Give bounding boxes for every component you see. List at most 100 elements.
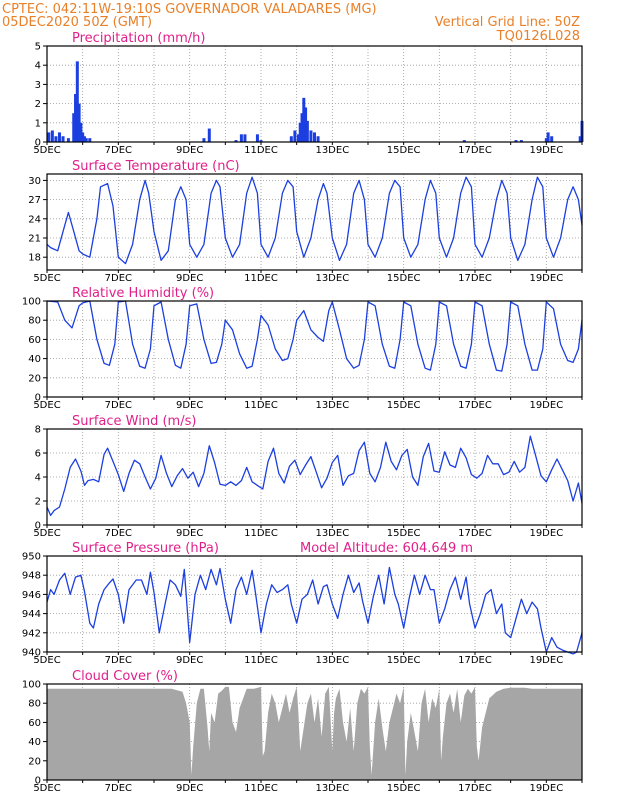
precip-bar — [550, 136, 554, 142]
panel-3: 0 20 40 60 80 100 5DEC 7DEC 9DEC 11DEC 13DEC 15DEC 1… — [22, 286, 583, 411]
y-tick-label: 0 — [35, 521, 41, 532]
precip-bar — [74, 94, 78, 142]
x-day-label: 15DEC — [387, 783, 421, 794]
header-run-date: 05DEC2020 50Z (GMT) — [2, 15, 152, 30]
panel-frame — [46, 555, 583, 653]
precip-bar — [84, 138, 88, 142]
x-day-label: 11DEC — [244, 528, 278, 539]
x-day-label: 5DEC — [33, 783, 60, 794]
precip-bar — [305, 120, 309, 142]
x-day-label: 17DEC — [458, 273, 492, 284]
meteogram-panels: 0 1 2 3 4 5 5DEC 7DEC 9DEC 11DEC 13DEC 15DEC 17DEC 19… — [22, 31, 584, 794]
x-day-label: 11DEC — [244, 783, 278, 794]
panel-title: Relative Humidity (%) — [72, 286, 214, 301]
x-day-label: 7DEC — [105, 783, 132, 794]
precip-bar — [243, 134, 247, 142]
x-day-label: 13DEC — [315, 783, 349, 794]
y-tick-label: 948 — [22, 571, 41, 582]
y-tick-label: 60 — [28, 335, 41, 346]
x-day-label: 17DEC — [458, 783, 492, 794]
x-day-label: 9DEC — [176, 145, 203, 156]
y-tick-label: 2 — [35, 99, 41, 110]
x-day-label: 13DEC — [315, 655, 349, 666]
x-day-label: 9DEC — [176, 400, 203, 411]
x-day-label: 7DEC — [105, 400, 132, 411]
panel-title: Surface Wind (m/s) — [72, 414, 196, 429]
x-day-label: 19DEC — [529, 528, 563, 539]
x-day-label: 17DEC — [458, 655, 492, 666]
series-line — [46, 176, 583, 265]
x-day-label: 7DEC — [105, 528, 132, 539]
x-day-label: 5DEC — [33, 528, 60, 539]
series-line — [46, 300, 583, 372]
y-tick-label: 6 — [35, 449, 41, 460]
x-day-label: 19DEC — [529, 400, 563, 411]
x-day-label: 5DEC — [33, 273, 60, 284]
x-day-label: 15DEC — [387, 145, 421, 156]
precip-bar — [79, 122, 83, 142]
precip-bar — [75, 61, 79, 142]
panel-1: 0 1 2 3 4 5 5DEC 7DEC 9DEC 11DEC 13DEC 15DEC 17DEC 19… — [33, 31, 584, 156]
y-tick-label: 100 — [22, 297, 41, 308]
y-tick-label: 21 — [28, 234, 41, 245]
precip-bar — [300, 113, 304, 142]
x-day-label: 17DEC — [458, 145, 492, 156]
x-day-label: 9DEC — [176, 783, 203, 794]
y-tick-label: 80 — [28, 316, 41, 327]
precip-bar — [289, 136, 293, 142]
y-tick-label: 30 — [28, 176, 41, 187]
panel-title: Precipitation (mm/h) — [72, 31, 205, 46]
x-day-label: 17DEC — [458, 400, 492, 411]
precip-bar — [202, 138, 206, 142]
y-tick-label: 60 — [28, 718, 41, 729]
precip-bar — [81, 132, 85, 142]
precip-bar — [296, 134, 300, 142]
y-tick-label: 0 — [35, 393, 41, 404]
x-day-label: 7DEC — [105, 273, 132, 284]
precip-bar — [298, 122, 302, 142]
y-tick-label: 5 — [35, 42, 41, 53]
precip-bar — [88, 138, 92, 142]
x-day-label: 15DEC — [387, 655, 421, 666]
precip-bar — [239, 134, 243, 142]
precip-bar — [519, 140, 523, 142]
y-tick-label: 946 — [22, 590, 41, 601]
x-day-label: 9DEC — [176, 273, 203, 284]
precip-bar — [259, 140, 263, 142]
y-tick-label: 942 — [22, 628, 41, 639]
precip-bar — [207, 128, 211, 142]
precip-bar — [72, 113, 76, 142]
x-day-label: 13DEC — [315, 528, 349, 539]
x-day-label: 19DEC — [529, 145, 563, 156]
x-day-label: 7DEC — [105, 655, 132, 666]
panel-frame — [46, 300, 583, 398]
y-tick-label: 4 — [35, 473, 41, 484]
panel-frame — [46, 683, 583, 781]
header-station-line: CPTEC: 042:11W-19:10S GOVERNADOR VALADAR… — [2, 2, 377, 17]
x-day-label: 11DEC — [244, 400, 278, 411]
x-day-label: 11DEC — [244, 655, 278, 666]
precip-bar — [234, 140, 238, 142]
panel-frame — [46, 45, 583, 143]
y-tick-label: 950 — [22, 552, 41, 563]
y-tick-label: 100 — [22, 680, 41, 691]
precip-bar — [578, 136, 582, 142]
x-day-label: 19DEC — [529, 783, 563, 794]
x-day-label: 15DEC — [387, 528, 421, 539]
precip-bar — [255, 134, 259, 142]
panel-title: Surface Pressure (hPa) — [72, 541, 219, 556]
precip-bar — [77, 103, 81, 142]
y-tick-label: 1 — [35, 118, 41, 129]
y-tick-label: 40 — [28, 354, 41, 365]
x-day-label: 5DEC — [33, 655, 60, 666]
panel-title: Surface Temperature (nC) — [72, 159, 240, 174]
panel-2: 18 21 24 27 30 5DEC 7DEC 9DEC 11DEC 13DEC 15DEC 17D… — [28, 159, 583, 284]
precip-bar — [293, 130, 297, 142]
cloud-cover-area — [47, 686, 582, 780]
y-tick-label: 40 — [28, 737, 41, 748]
x-day-label: 15DEC — [387, 400, 421, 411]
precip-bar — [47, 132, 51, 142]
precip-bar — [316, 136, 320, 142]
precip-bar — [546, 132, 550, 142]
